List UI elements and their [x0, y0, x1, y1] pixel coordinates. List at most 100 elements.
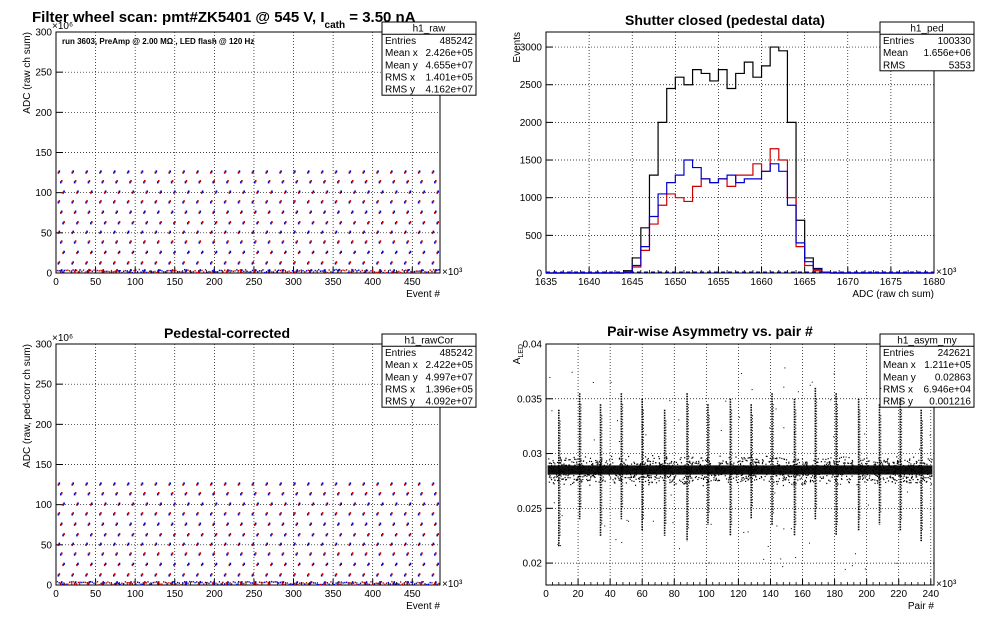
data-point	[804, 469, 806, 472]
y-tick-label: 50	[41, 540, 53, 551]
data-point	[898, 475, 900, 477]
data-point	[324, 552, 326, 555]
data-point	[688, 475, 690, 477]
outlier-point	[549, 376, 551, 378]
data-point	[408, 583, 410, 585]
data-point	[797, 458, 799, 460]
data-point	[198, 241, 201, 244]
data-point	[354, 532, 356, 536]
x-tick-label: 80	[669, 589, 681, 600]
data-point	[824, 465, 827, 467]
data-point	[715, 467, 717, 469]
outlier-point	[797, 391, 799, 393]
data-point	[664, 475, 666, 478]
data-point	[908, 464, 910, 466]
data-point	[691, 464, 693, 466]
data-point	[113, 512, 116, 515]
data-point	[215, 271, 217, 273]
data-point	[296, 581, 299, 584]
outlier-point	[571, 371, 573, 373]
data-point	[784, 467, 786, 469]
data-point	[113, 574, 115, 577]
data-point	[230, 270, 233, 272]
data-point	[58, 512, 61, 515]
data-point	[164, 271, 167, 273]
data-point	[824, 473, 826, 475]
data-point	[841, 475, 843, 477]
data-point	[548, 462, 550, 464]
data-point	[801, 467, 803, 469]
data-point	[116, 522, 118, 525]
data-point	[666, 465, 669, 467]
data-point	[365, 492, 368, 495]
outlier-point	[864, 568, 866, 570]
data-point	[143, 582, 145, 585]
data-point	[867, 479, 869, 481]
plot-frame	[545, 31, 935, 274]
data-point	[728, 479, 730, 481]
data-point	[701, 467, 703, 469]
data-point	[658, 455, 660, 458]
data-point	[684, 480, 686, 483]
data-point	[778, 464, 781, 466]
data-point	[187, 250, 190, 253]
data-point	[584, 456, 587, 458]
data-point	[185, 583, 187, 585]
data-point	[140, 262, 143, 265]
data-point	[878, 457, 880, 459]
data-point	[223, 171, 226, 174]
data-point	[665, 467, 668, 469]
data-point	[257, 532, 259, 536]
data-point	[326, 532, 329, 536]
data-point	[200, 503, 203, 506]
data-point	[689, 474, 691, 476]
data-point	[635, 478, 637, 480]
data-point	[863, 458, 865, 460]
data-point	[573, 475, 575, 477]
data-point	[242, 251, 245, 255]
data-point	[720, 473, 722, 475]
data-point	[365, 581, 368, 584]
data-point	[788, 475, 790, 477]
data-point	[586, 475, 588, 477]
data-point	[895, 465, 898, 467]
data-point	[672, 473, 674, 476]
data-point	[735, 469, 737, 472]
data-point	[173, 222, 175, 225]
data-point	[337, 493, 339, 496]
y-tick-label: 3000	[520, 43, 543, 54]
data-point	[381, 502, 384, 505]
data-point	[279, 543, 281, 547]
data-point	[413, 270, 416, 273]
data-point	[702, 460, 704, 462]
data-point	[842, 473, 844, 475]
data-point	[691, 477, 693, 479]
data-point	[115, 241, 117, 244]
data-point	[129, 523, 131, 526]
data-point	[154, 270, 156, 273]
data-point	[257, 190, 259, 193]
data-point	[761, 463, 764, 465]
data-point	[705, 476, 707, 478]
data-point	[298, 250, 301, 253]
x-tick-label: 220	[890, 589, 907, 600]
data-point	[309, 270, 311, 273]
outlier-point	[626, 519, 628, 521]
data-point	[554, 476, 556, 478]
data-point	[915, 474, 917, 476]
data-point	[170, 523, 173, 526]
data-point	[632, 476, 635, 478]
data-point	[171, 210, 174, 213]
data-point	[279, 581, 282, 584]
data-point	[568, 464, 570, 466]
data-point	[742, 460, 744, 463]
outlier-point	[551, 410, 553, 412]
data-point	[747, 475, 750, 478]
data-point	[160, 562, 162, 565]
data-point	[266, 482, 268, 485]
data-point	[364, 493, 367, 496]
data-point	[226, 211, 228, 214]
data-point	[880, 461, 883, 463]
data-point	[187, 534, 189, 537]
data-point	[201, 220, 204, 224]
